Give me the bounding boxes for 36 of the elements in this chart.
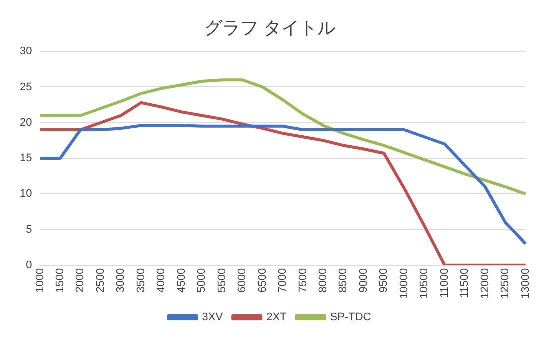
- x-tick-label: 2000: [74, 268, 87, 293]
- x-tick-label: 1500: [54, 268, 66, 293]
- y-tick-label: 10: [20, 188, 32, 200]
- x-tick-label: 6500: [256, 268, 269, 293]
- y-tick-label: 5: [26, 224, 32, 236]
- y-tick-label: 20: [20, 116, 32, 129]
- x-tick-label: 5000: [196, 268, 208, 293]
- x-tick-label: 12500: [500, 268, 512, 300]
- y-tick-label: 0: [26, 259, 32, 272]
- y-tick-label: 15: [20, 152, 32, 165]
- x-tick-label: 10500: [418, 268, 431, 300]
- x-tick-label: 6000: [236, 268, 249, 293]
- legend-label: SP-TDC: [330, 312, 372, 324]
- legend-label: 3XV: [202, 312, 224, 324]
- x-tick-label: 5500: [216, 268, 228, 293]
- x-tick-label: 3500: [135, 268, 148, 293]
- x-tick-label: 2500: [94, 268, 107, 293]
- y-tick-label: 25: [20, 81, 32, 94]
- x-tick-label: 3000: [115, 268, 128, 293]
- x-tick-label: 12000: [479, 268, 492, 300]
- x-tick-label: 4500: [176, 268, 188, 293]
- x-tick-label: 7000: [277, 268, 290, 293]
- legend-label: 2XT: [266, 312, 288, 324]
- x-tick-label: 9000: [358, 268, 370, 293]
- x-tick-label: 10000: [398, 268, 410, 300]
- chart-title: グラフ タイトル: [204, 18, 336, 38]
- x-tick-label: 11000: [438, 268, 451, 298]
- x-tick-label: 13000: [520, 268, 532, 300]
- y-tick-label: 30: [20, 46, 32, 58]
- x-tick-label: 8000: [318, 268, 330, 293]
- x-tick-label: 7500: [297, 268, 310, 293]
- x-tick-label: 1000: [34, 268, 46, 293]
- x-tick-label: 9500: [378, 268, 390, 293]
- x-tick-label: 11500: [459, 268, 472, 298]
- x-tick-label: 8500: [338, 268, 350, 293]
- x-tick-label: 4000: [156, 268, 168, 293]
